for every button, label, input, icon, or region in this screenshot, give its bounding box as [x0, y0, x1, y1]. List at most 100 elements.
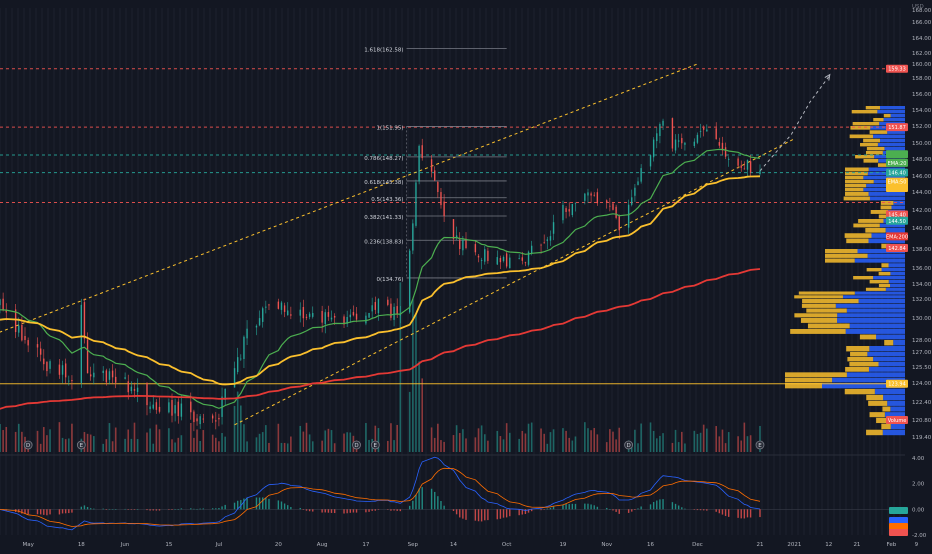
- macd-histogram-bar: [721, 509, 724, 515]
- profile-down-bar: [806, 308, 847, 313]
- candle-body: [111, 370, 114, 378]
- event-marker-glyph: D: [26, 443, 30, 449]
- profile-up-bar: [888, 263, 905, 268]
- time-tick-label: Aug: [317, 542, 328, 548]
- profile-up-bar: [890, 272, 905, 276]
- profile-up-bar: [832, 377, 905, 383]
- candle: [527, 250, 530, 267]
- macd-histogram-bar: [502, 509, 505, 518]
- volume-bar: [71, 423, 73, 452]
- volume-bar: [180, 435, 183, 452]
- time-tick-label: 9: [915, 542, 919, 548]
- candle: [86, 332, 89, 374]
- volume-bar: [202, 430, 205, 452]
- candle: [627, 199, 630, 234]
- macd-histogram-bar: [168, 509, 170, 510]
- macd-histogram-bar: [652, 502, 655, 510]
- macd-histogram-bar: [612, 509, 614, 511]
- profile-up-bar: [867, 352, 905, 357]
- macd-histogram-bar: [674, 503, 677, 510]
- volume-bar: [702, 424, 705, 452]
- event-marker[interactable]: E: [76, 440, 86, 450]
- profile-down-bar: [878, 284, 891, 288]
- macd-tick-label: 0.00: [912, 507, 925, 513]
- event-marker[interactable]: E: [755, 440, 765, 450]
- candle: [699, 123, 702, 138]
- profile-up-bar: [846, 372, 905, 378]
- candle: [346, 310, 348, 328]
- volume-bar: [240, 405, 242, 452]
- profile-down-bar: [844, 388, 875, 395]
- candle-body: [199, 416, 201, 425]
- profile-up-bar: [885, 228, 905, 233]
- profile-down-bar: [853, 276, 874, 280]
- volume-bar: [211, 434, 214, 452]
- candle: [58, 358, 61, 379]
- event-marker[interactable]: D: [352, 440, 361, 450]
- macd-histogram-bar: [171, 509, 173, 510]
- price-tag-box: [886, 416, 908, 424]
- candle: [487, 247, 489, 264]
- candle: [587, 188, 589, 203]
- volume-bar: [540, 428, 542, 452]
- volume-bar: [399, 282, 402, 452]
- volume-bar: [221, 433, 223, 452]
- candle: [174, 398, 176, 422]
- candle-body: [224, 388, 226, 400]
- macd-histogram-bar: [409, 505, 411, 510]
- candle-body: [459, 239, 461, 249]
- volume-bar: [171, 439, 173, 452]
- price-tag: EMA:50: [886, 177, 908, 186]
- candle-body: [699, 131, 702, 132]
- volume-bar: [105, 439, 108, 452]
- volume-bar: [759, 425, 761, 452]
- candle: [593, 192, 595, 197]
- volume-bar: [102, 443, 105, 452]
- macd-histogram-bar: [656, 500, 658, 510]
- profile-down-bar: [855, 155, 875, 159]
- macd-histogram-bar: [211, 508, 214, 510]
- event-marker[interactable]: E: [370, 440, 380, 450]
- trend-channel[interactable]: [0, 63, 831, 426]
- candle: [696, 132, 699, 145]
- macd-value-tag: [889, 523, 908, 530]
- candle-body: [168, 402, 170, 413]
- profile-up-bar: [890, 114, 905, 118]
- candle-body: [499, 257, 502, 263]
- profile-up-bar: [893, 340, 905, 346]
- price-tag-box: [886, 184, 908, 192]
- event-marker[interactable]: D: [23, 440, 33, 450]
- macd-histogram-bar: [631, 509, 633, 512]
- trend-line[interactable]: [234, 138, 795, 426]
- candle-body: [524, 262, 527, 264]
- candle: [721, 136, 724, 155]
- price-tag-box: [886, 243, 908, 252]
- macd-histogram-bar: [584, 503, 586, 510]
- macd-histogram-bar: [321, 509, 323, 513]
- candle: [93, 363, 95, 385]
- candle-body: [196, 418, 198, 422]
- volume-bar: [108, 423, 111, 452]
- candle: [609, 197, 611, 212]
- profile-up-bar: [873, 276, 905, 280]
- projection-path[interactable]: [759, 76, 830, 172]
- horizontal-lines[interactable]: [0, 68, 905, 385]
- profile-down-bar: [860, 143, 878, 147]
- candle-body: [124, 377, 126, 379]
- volume-bar: [133, 422, 136, 452]
- volume-bar: [615, 439, 617, 452]
- candle: [718, 137, 721, 149]
- event-marker[interactable]: D: [624, 440, 634, 450]
- candle-body: [706, 129, 708, 132]
- macd-histogram-bar: [637, 508, 639, 510]
- profile-up-bar: [858, 299, 905, 304]
- volume-bar: [596, 434, 599, 452]
- fibonacci-retracement[interactable]: 1.618(162.58) 1(151.95) 0.786(148.27) 0.618…: [364, 48, 507, 283]
- candle: [46, 361, 48, 377]
- candle: [715, 122, 717, 140]
- candle: [146, 382, 148, 416]
- fib-level-label: 1.618(162.58): [364, 48, 403, 54]
